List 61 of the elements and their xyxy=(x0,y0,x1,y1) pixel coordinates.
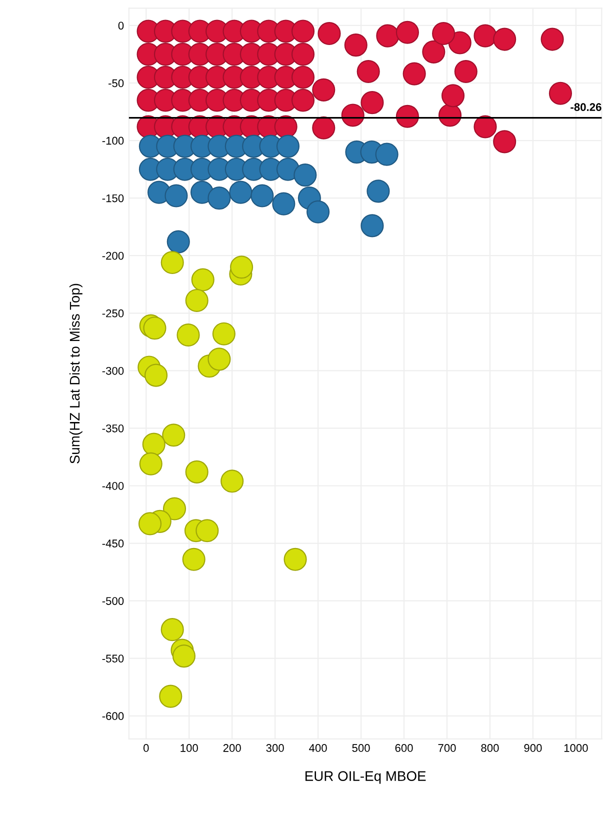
point xyxy=(284,548,307,571)
point xyxy=(360,214,384,238)
point xyxy=(164,184,188,208)
point xyxy=(144,364,168,387)
point xyxy=(185,460,208,484)
point xyxy=(159,684,182,708)
y-tick-label: -400 xyxy=(102,482,124,490)
point xyxy=(306,200,330,224)
y-tick-label: -100 xyxy=(102,136,124,145)
y-tick-label: -600 xyxy=(102,712,124,720)
point xyxy=(375,142,398,166)
x-axis-title: EUR OIL-Eq MBOE xyxy=(306,771,426,784)
x-tick-label: 500 xyxy=(352,744,370,752)
x-tick-label: 600 xyxy=(395,744,413,752)
y-tick-label: -300 xyxy=(102,366,124,375)
y-axis-title: Sum(HZ Lat Dist to Miss Top) xyxy=(69,284,82,464)
point xyxy=(366,180,390,203)
y-tick-label: -450 xyxy=(102,540,124,548)
x-tick-label: 800 xyxy=(481,744,499,752)
point xyxy=(142,432,166,456)
point xyxy=(208,348,231,371)
point xyxy=(230,256,254,279)
x-tick-label: 1000 xyxy=(564,744,588,752)
x-tick-label: 300 xyxy=(266,744,284,752)
point xyxy=(139,452,162,476)
x-tick-label: 900 xyxy=(524,744,542,752)
y-tick-label: -200 xyxy=(102,252,124,260)
point xyxy=(212,322,236,346)
point xyxy=(160,618,184,642)
x-tick-label: 0 xyxy=(143,744,149,752)
point xyxy=(166,230,190,254)
y-tick-label: 0 xyxy=(118,22,124,30)
point xyxy=(208,186,231,210)
point xyxy=(185,288,208,312)
point xyxy=(276,134,300,158)
y-tick-label: -550 xyxy=(102,654,124,662)
ref-line-label: -80.26 xyxy=(570,103,602,112)
y-tick-label: -150 xyxy=(102,194,124,202)
x-tick-label: 700 xyxy=(438,744,456,752)
point xyxy=(229,180,252,204)
point xyxy=(272,192,296,216)
point xyxy=(176,323,200,347)
x-tick-label: 400 xyxy=(309,744,327,752)
point xyxy=(172,644,196,668)
x-tick-label: 200 xyxy=(223,744,241,752)
point xyxy=(196,519,219,542)
point xyxy=(191,268,214,292)
y-tick-label: -50 xyxy=(108,79,124,88)
y-tick-label: -250 xyxy=(102,309,124,318)
point xyxy=(143,316,166,340)
point xyxy=(182,548,206,571)
point xyxy=(250,184,274,208)
point xyxy=(220,470,244,493)
x-tick-label: 100 xyxy=(180,744,198,752)
point xyxy=(160,250,184,274)
point xyxy=(162,497,186,520)
point xyxy=(138,512,162,536)
y-tick-label: -350 xyxy=(102,424,124,432)
point xyxy=(162,424,186,447)
point xyxy=(294,164,317,187)
y-tick-label: -500 xyxy=(102,597,124,605)
